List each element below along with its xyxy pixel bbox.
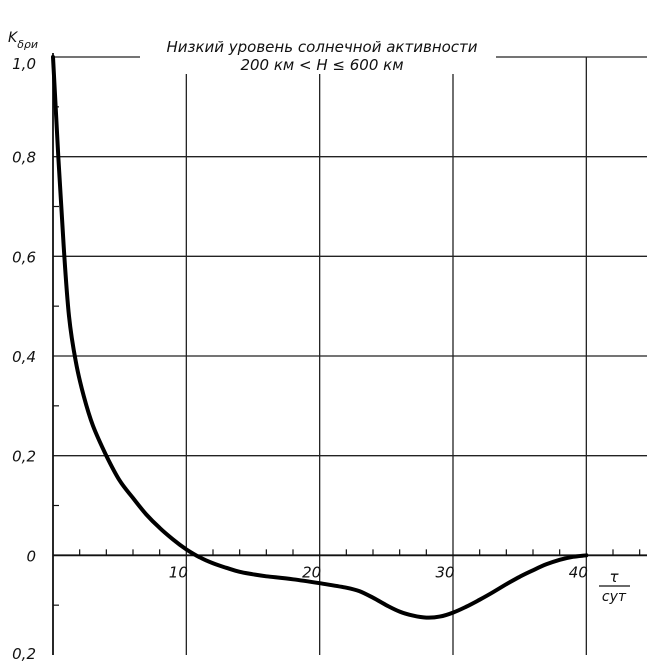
series-layer xyxy=(51,55,589,620)
series-line-0 xyxy=(51,55,589,620)
chart-title: Низкий уровень солнечной активности xyxy=(166,38,477,56)
grid xyxy=(53,56,647,655)
y-axis-label-subscript: δρи xyxy=(17,38,38,51)
axes xyxy=(52,53,647,655)
title-background xyxy=(140,34,496,74)
chart-subtitle: 200 км < H ≤ 600 км xyxy=(240,56,403,74)
x-tick-label-40: 40 xyxy=(569,563,588,581)
x-axis-label-denominator: сут xyxy=(602,589,627,605)
x-axis-label-numerator: τ xyxy=(609,568,619,586)
x-tick-label-10: 10 xyxy=(169,563,188,581)
y-tick-label: 0 xyxy=(26,547,36,565)
x-tick-label-20: 20 xyxy=(302,563,321,581)
y-axis-label-main: K xyxy=(8,30,19,46)
x-tick-label-30: 30 xyxy=(435,563,454,581)
y-axis-label: Kδρи xyxy=(8,30,38,51)
tick-labels: 10 20 30 40 1,0 0,8 0,6 0,4 0,2 0 0,2 xyxy=(12,55,588,663)
y-tick-label: 0,6 xyxy=(12,248,36,266)
y-tick-label: 0,4 xyxy=(12,348,36,366)
y-tick-label: 0,2 xyxy=(12,448,36,466)
y-tick-label: 0,2 xyxy=(12,645,36,663)
y-tick-label: 0,8 xyxy=(12,149,36,167)
y-tick-label: 1,0 xyxy=(12,55,36,73)
